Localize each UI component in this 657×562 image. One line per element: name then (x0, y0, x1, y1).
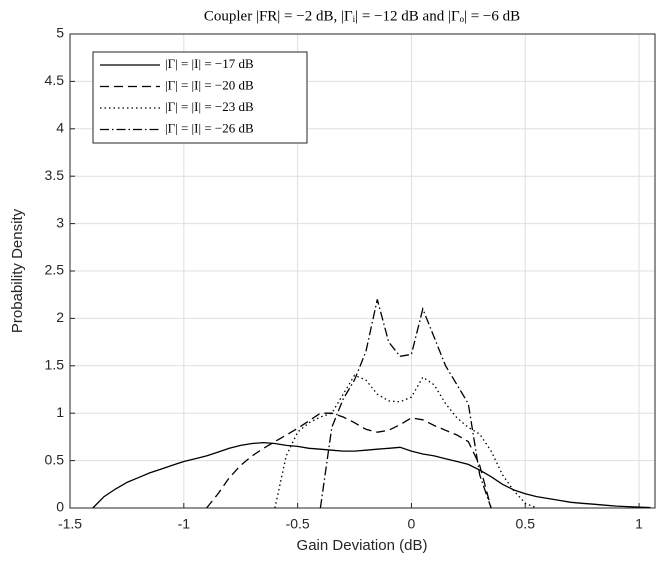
x-tick-label: 1 (635, 516, 643, 532)
y-tick-label: 1.5 (45, 357, 65, 373)
series-line (92, 441, 651, 509)
y-tick-label: 5 (56, 25, 64, 41)
x-axis-label: Gain Deviation (dB) (297, 537, 428, 554)
legend-box (92, 51, 308, 144)
legend-label: |Γ| = |I| = −26 dB (165, 120, 254, 135)
series-line (206, 412, 492, 509)
x-tick-label: -1.5 (58, 516, 82, 532)
y-tick-label: 2 (56, 309, 64, 325)
y-tick-label: 4 (56, 120, 64, 136)
y-tick-label: 1 (56, 404, 64, 420)
y-tick-label: 3.5 (45, 167, 65, 183)
legend-label: |Γ| = |I| = −23 dB (165, 99, 254, 114)
legend-label: |Γ| = |I| = −20 dB (165, 77, 254, 92)
legend-label: |Γ| = |I| = −17 dB (165, 56, 254, 71)
y-axis-label: Probability Density (9, 208, 26, 333)
y-tick-label: 0 (56, 499, 64, 515)
y-tick-label: 2.5 (45, 262, 65, 278)
x-tick-label: -1 (178, 516, 191, 532)
x-tick-label: 0.5 (516, 516, 536, 532)
plot-frame (69, 33, 656, 509)
series-line (274, 374, 537, 509)
y-tick-label: 3 (56, 214, 64, 230)
series-line (319, 299, 492, 509)
y-tick-label: 0.5 (45, 451, 65, 467)
y-tick-label: 4.5 (45, 72, 65, 88)
legend: |Γ| = |I| = −17 dB |Γ| = |I| = −20 dB |Γ| … (92, 51, 308, 144)
chart-title: Coupler |FR| = −2 dB, |Γᵢ| = −12 dB and … (204, 8, 520, 24)
x-tick-label: 0 (408, 516, 416, 532)
x-tick-label: -0.5 (286, 516, 310, 532)
